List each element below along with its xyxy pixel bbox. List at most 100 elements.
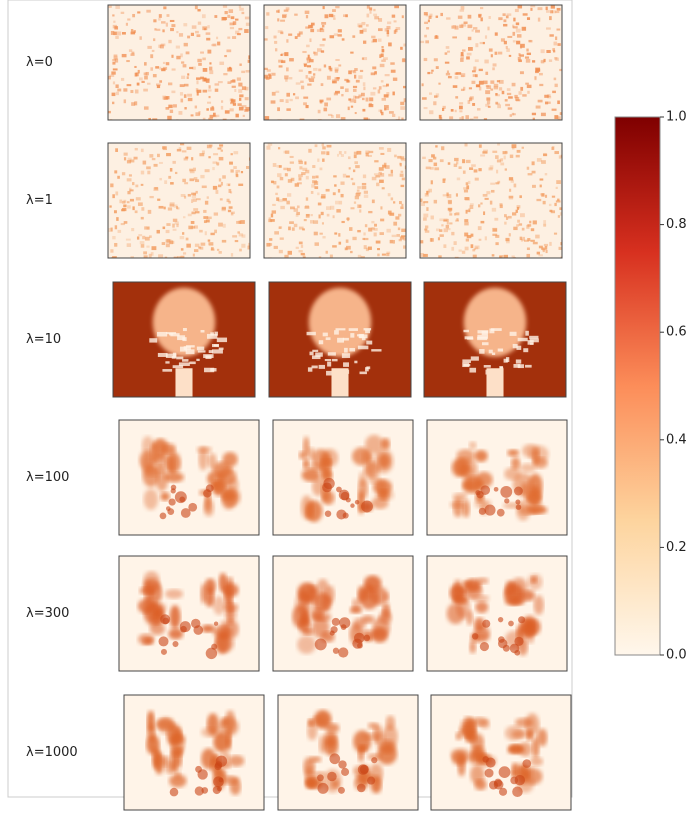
lesion — [352, 447, 371, 465]
lesion — [358, 745, 364, 762]
speck — [466, 182, 469, 185]
speck — [285, 78, 287, 81]
speck — [333, 215, 335, 218]
speck — [171, 91, 175, 94]
speck — [537, 158, 542, 162]
speck — [338, 29, 342, 32]
speck — [346, 175, 350, 177]
image-bg — [119, 556, 259, 671]
speck — [301, 172, 305, 175]
speck — [122, 208, 127, 211]
lesion — [307, 722, 317, 740]
heatmap-image — [427, 556, 567, 671]
speck — [536, 69, 541, 72]
speck — [232, 86, 236, 88]
speck — [480, 7, 483, 9]
speck — [158, 18, 161, 20]
speck — [143, 89, 148, 92]
speck — [455, 110, 457, 112]
speck — [230, 108, 234, 111]
speck — [494, 218, 498, 221]
lesion — [225, 729, 231, 750]
vessel — [205, 355, 211, 359]
speck — [379, 147, 384, 150]
speck — [210, 233, 214, 235]
speck — [555, 84, 558, 87]
speck — [517, 207, 519, 210]
speck — [277, 165, 281, 168]
speck — [436, 229, 440, 232]
speck — [335, 59, 339, 61]
speck — [504, 41, 507, 44]
speck — [516, 29, 521, 33]
speck — [552, 196, 555, 198]
speck — [557, 8, 561, 11]
speck — [132, 182, 134, 185]
speck — [182, 179, 186, 182]
speck — [503, 151, 508, 154]
speck — [297, 182, 302, 184]
speck — [114, 210, 117, 213]
speck — [188, 226, 193, 230]
speck — [196, 198, 200, 200]
speck — [197, 59, 201, 62]
speck — [115, 84, 118, 88]
speck — [374, 232, 377, 236]
vessel — [349, 348, 355, 351]
hilum — [170, 788, 179, 797]
lesion — [228, 755, 244, 766]
speck — [434, 163, 438, 167]
hilum — [180, 626, 187, 633]
colorbar-tick-label: 0.6 — [666, 325, 687, 340]
lesion — [474, 779, 486, 790]
lesion — [223, 452, 238, 467]
speck — [449, 222, 452, 224]
speck — [466, 239, 469, 242]
speck — [209, 62, 211, 64]
speck — [274, 36, 277, 39]
speck — [353, 86, 357, 88]
speck — [533, 220, 537, 224]
speck — [308, 55, 310, 59]
speck — [507, 13, 512, 16]
speck — [382, 254, 386, 256]
speck — [541, 160, 546, 164]
speck — [225, 110, 230, 113]
speck — [422, 157, 426, 159]
speck — [308, 149, 311, 153]
speck — [534, 76, 536, 79]
speck — [460, 58, 464, 62]
lesion — [505, 580, 515, 597]
hilum — [214, 763, 221, 770]
hilum — [367, 777, 375, 785]
speck — [376, 241, 381, 244]
lesion — [173, 728, 183, 744]
speck — [227, 37, 230, 39]
speck — [116, 92, 119, 95]
speck — [522, 94, 526, 96]
speck — [554, 233, 557, 235]
hilum — [498, 617, 503, 622]
speck — [321, 212, 324, 215]
speck — [164, 96, 168, 99]
speck — [166, 243, 170, 247]
speck — [452, 36, 457, 38]
speck — [153, 19, 156, 22]
speck — [520, 87, 523, 91]
speck — [321, 83, 324, 86]
speck — [475, 43, 478, 47]
speck — [380, 219, 384, 222]
heatmap-image — [273, 420, 413, 535]
speck — [159, 178, 161, 180]
speck — [552, 91, 556, 93]
speck — [313, 68, 317, 71]
heatmap-image — [124, 695, 264, 810]
speck — [219, 62, 224, 65]
speck — [466, 56, 470, 59]
speck — [532, 161, 535, 165]
speck — [469, 167, 473, 170]
hilum — [315, 638, 327, 650]
speck — [202, 150, 205, 154]
speck — [474, 117, 479, 119]
speck — [336, 114, 340, 118]
